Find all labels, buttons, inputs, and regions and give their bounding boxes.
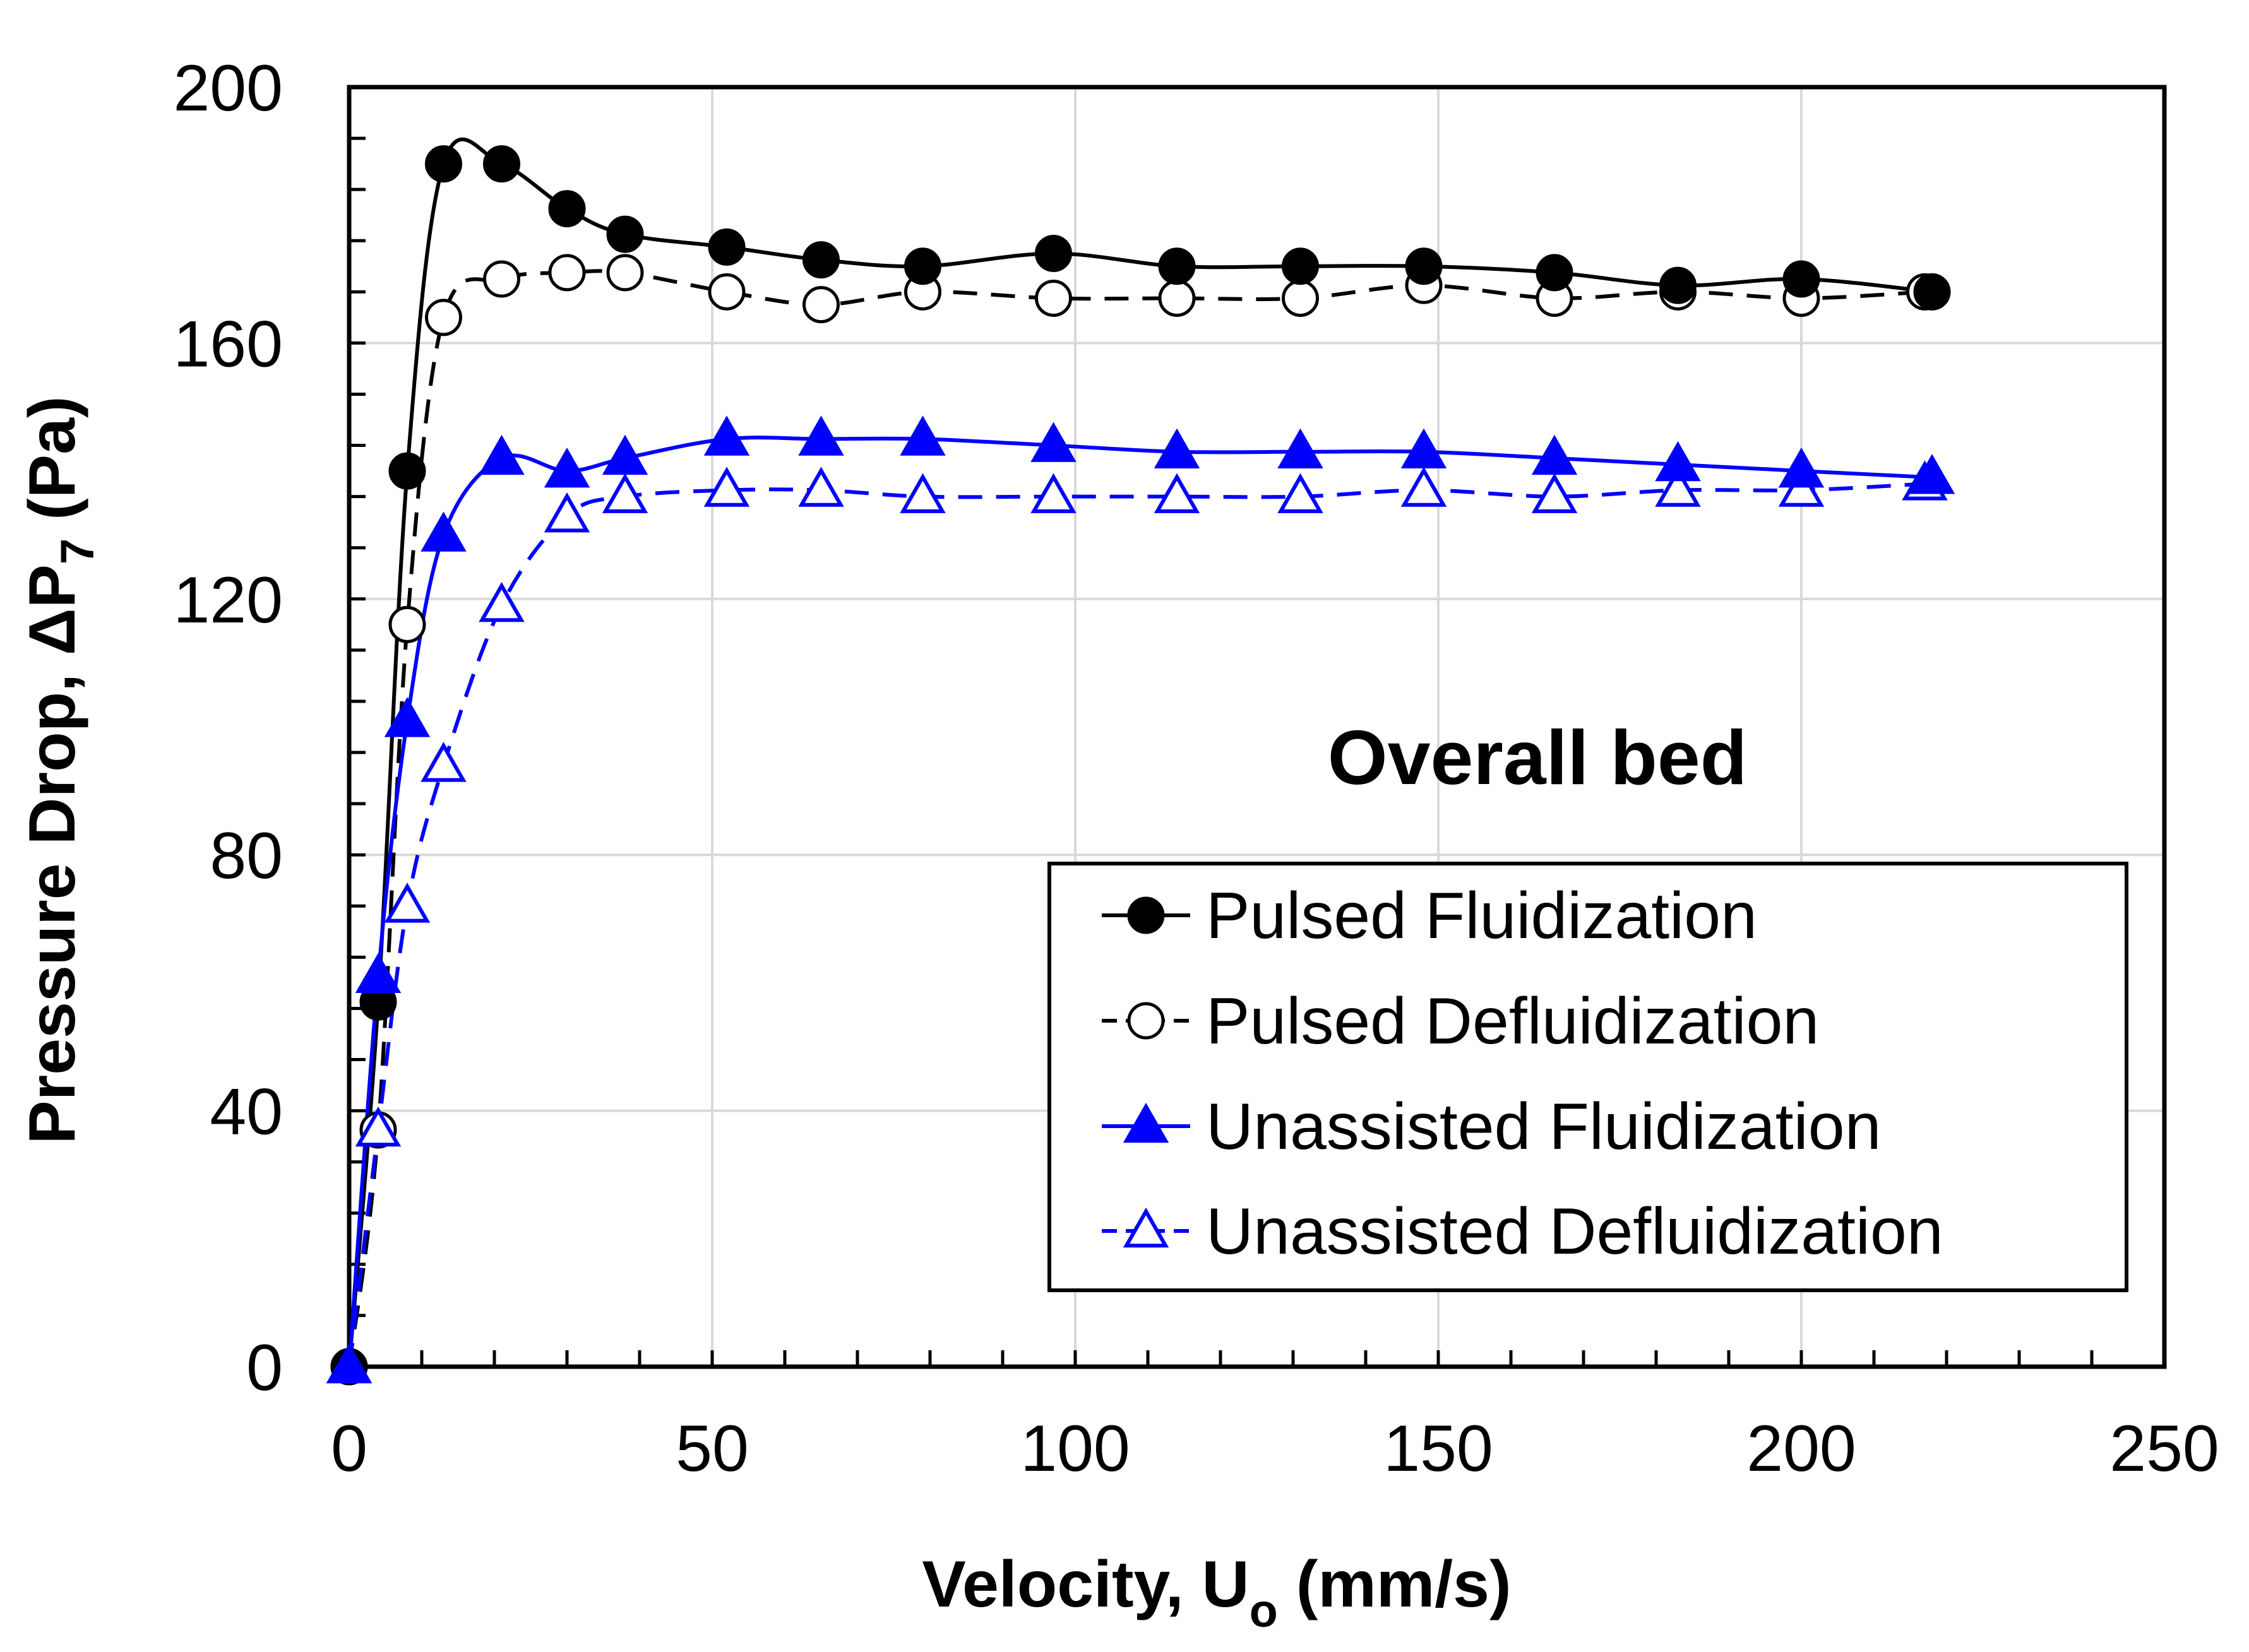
plot-frame [347,85,2167,1369]
legend-marker-1 [1127,1002,1165,1040]
series-0-point [1405,247,1443,285]
x-tick-label: 250 [2109,1412,2219,1485]
y-axis-title: Pressure Drop, ΔP7 (Pa) [16,396,104,1144]
series-2-point [355,953,402,994]
y-axis-title-subscript: 7 [51,538,104,564]
series-2-point [1030,422,1077,462]
series-0-point [483,145,520,183]
series-2-point [1909,454,1955,494]
series-3-point [602,473,648,513]
series-1-point [548,254,586,292]
series-0-point [1782,260,1820,298]
legend-marker-2 [1123,1102,1169,1143]
series-1-point [802,286,840,324]
series-2-point [421,511,467,552]
y-tick-label: 120 [173,564,283,637]
series-0-point [1659,266,1697,304]
series-2-point [798,415,844,456]
series-2-point [1531,434,1578,475]
series-2-point [1154,428,1200,468]
series-3-point [479,581,525,622]
series-1-point [606,254,644,292]
y-tick-label: 160 [173,307,283,381]
series-1-point [1282,279,1319,317]
series-2-point [384,697,431,737]
series-1-point [1158,279,1196,317]
series-1-point [388,605,426,643]
series-0-point [1536,254,1573,292]
y-tick-label: 200 [173,52,283,125]
series-layer [326,137,1955,1386]
y-tick-label: 80 [210,819,283,893]
series-2-point [900,415,946,456]
series-3-point [798,466,844,507]
x-axis-title: Velocity, Uo (mm/s) [922,1548,1511,1637]
series-2-point [602,434,648,475]
x-axis-title-main: Velocity, U [922,1548,1249,1621]
y-axis-title-main: Pressure Drop, ΔP [16,564,89,1144]
series-2-point [1655,441,1701,482]
series-1-point [483,260,520,298]
legend: Pulsed Fluidization Pulsed Defluidization… [1047,862,2128,1292]
series-0-point [606,215,644,253]
y-tick-label: 40 [210,1076,283,1149]
series-2-point [1778,448,1825,488]
tick-labels: 0 50 100 150 200 250 0 40 80 120 160 200 [173,52,2219,1485]
series-2-point [544,448,590,488]
legend-box [1047,862,2128,1292]
series-2-point [479,434,525,475]
series-1-point [708,273,746,311]
legend-label-2: Unassisted Fluidization [1206,1090,1881,1163]
series-0-point [708,228,746,266]
series-0-point [388,452,426,490]
series-0-point [548,190,586,228]
series-0-point [1158,247,1196,285]
series-3-point [1531,473,1578,513]
series-3-point [384,882,431,923]
y-tick-label: 0 [246,1331,283,1405]
x-tick-label: 200 [1746,1412,1856,1485]
series-2-point [1277,428,1323,468]
legend-label-1: Pulsed Defluidization [1206,985,1819,1058]
x-axis-title-unit: (mm/s) [1278,1548,1512,1621]
series-0-point [425,145,462,183]
series-3-point [1778,466,1825,507]
series-0-point [1035,235,1072,273]
series-2-point [703,415,750,456]
series-3-point [900,473,946,513]
series-3-point [1277,473,1323,513]
x-tick-label: 50 [676,1412,749,1485]
series-3-point [1655,466,1701,507]
series-2-point [326,1343,373,1384]
series-0-point [1282,247,1319,285]
series-3-point [703,466,750,507]
series-3-point [1030,473,1077,513]
series-0-point [1913,273,1951,311]
x-tick-label: 100 [1020,1412,1130,1485]
annotation-overall-bed: Overall bed [1328,715,1748,800]
legend-label-3: Unassisted Defluidization [1206,1195,1943,1268]
series-3-point [1154,473,1200,513]
y-axis-title-unit: (Pa) [16,396,89,538]
series-3-point [355,1106,402,1147]
series-line-3 [347,482,1925,1367]
series-2-point [1400,428,1447,468]
series-1-point [1035,279,1072,317]
legend-label-0: Pulsed Fluidization [1206,879,1757,953]
series-0-point [904,247,941,285]
x-tick-label: 150 [1383,1412,1493,1485]
legend-marker-3 [1123,1207,1169,1248]
series-0-point [802,241,840,279]
x-tick-label: 0 [331,1412,367,1485]
x-axis-title-subscript: o [1250,1584,1278,1637]
series-3-point [421,742,467,782]
series-3-point [544,492,590,533]
series-1-point [425,299,462,336]
series-3-point [1400,466,1447,507]
legend-marker-0 [1127,896,1165,934]
